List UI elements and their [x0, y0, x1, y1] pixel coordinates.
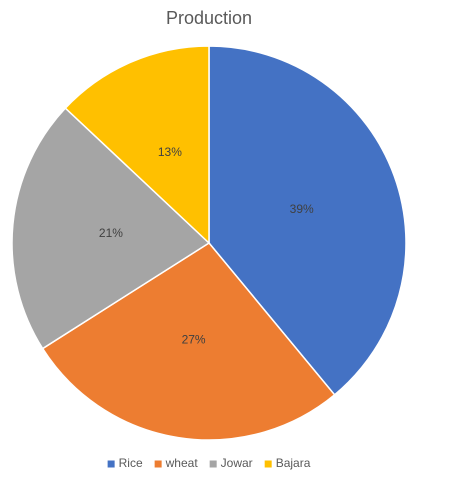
data-label: 39%	[290, 202, 314, 216]
data-label: 21%	[99, 226, 123, 240]
chart-title: Production	[166, 8, 252, 28]
legend-marker	[107, 460, 115, 468]
pie-slice	[208, 45, 407, 396]
legend-marker	[154, 460, 162, 468]
data-label: 13%	[158, 145, 182, 159]
data-label: 27%	[182, 332, 206, 346]
pie-slice	[11, 107, 211, 350]
legend-label: Bajara	[276, 456, 311, 470]
pie-slice	[41, 242, 336, 441]
legend-marker	[209, 460, 217, 468]
legend-marker	[264, 460, 272, 468]
legend-label: Rice	[119, 456, 143, 470]
legend-label: Jowar	[221, 456, 253, 470]
legend-label: wheat	[165, 456, 199, 470]
pie-slice	[64, 45, 210, 245]
